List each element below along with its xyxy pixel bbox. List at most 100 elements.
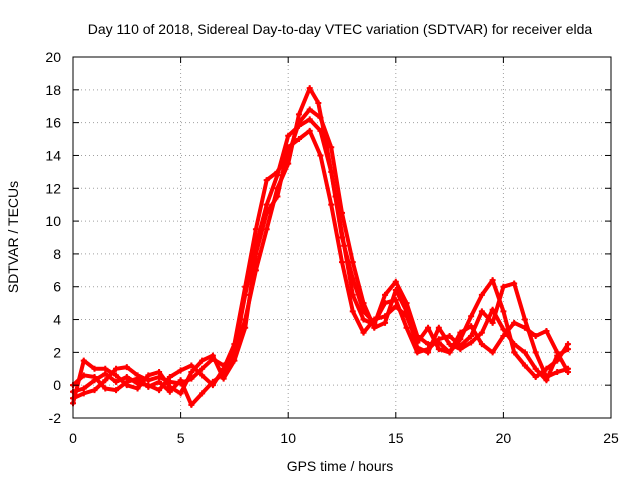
data-point — [145, 372, 152, 379]
data-point — [188, 362, 195, 369]
data-point — [166, 373, 173, 380]
data-point — [102, 377, 109, 384]
data-point — [242, 283, 249, 290]
x-tick-label: 15 — [388, 430, 404, 446]
data-point — [468, 339, 475, 346]
chart-title: Day 110 of 2018, Sidereal Day-to-day VTE… — [88, 21, 593, 37]
x-axis-label: GPS time / hours — [287, 458, 394, 474]
data-point — [468, 313, 475, 320]
data-point — [489, 319, 496, 326]
data-point — [382, 319, 389, 326]
data-point — [263, 177, 270, 184]
data-point — [328, 144, 335, 151]
data-point — [425, 324, 432, 331]
data-point — [317, 114, 324, 121]
data-point — [435, 324, 442, 331]
data-point — [231, 357, 238, 364]
data-point — [554, 369, 561, 376]
data-point — [113, 365, 120, 372]
data-point — [80, 357, 87, 364]
plot-frame — [72, 56, 612, 419]
y-tick-label: 0 — [53, 377, 61, 393]
y-tick-label: 18 — [45, 82, 61, 98]
data-point — [500, 326, 507, 333]
y-tick-label: 20 — [45, 49, 61, 65]
data-series — [70, 85, 571, 408]
x-tick-label: 0 — [69, 430, 77, 446]
data-point — [285, 132, 292, 139]
data-point — [263, 209, 270, 216]
data-point — [231, 341, 238, 348]
data-point — [274, 193, 281, 200]
data-point — [532, 373, 539, 380]
data-point — [360, 329, 367, 336]
data-point — [500, 283, 507, 290]
data-point — [306, 85, 313, 92]
x-tick-label: 25 — [603, 430, 619, 446]
data-point — [521, 324, 528, 331]
data-point — [315, 99, 322, 106]
data-point — [500, 332, 507, 339]
data-point — [306, 116, 313, 123]
data-point — [317, 127, 324, 134]
data-point — [188, 369, 195, 376]
data-point — [123, 364, 130, 371]
data-point — [521, 362, 528, 369]
data-point — [306, 106, 313, 113]
data-point — [532, 332, 539, 339]
data-point — [199, 390, 206, 397]
data-point — [382, 300, 389, 307]
data-point — [371, 324, 378, 331]
data-point — [113, 378, 120, 385]
data-point — [521, 316, 528, 323]
data-point — [339, 234, 345, 241]
data-point — [274, 168, 281, 175]
data-point — [220, 375, 227, 382]
data-point — [199, 365, 206, 372]
data-point — [392, 303, 399, 310]
data-point — [349, 308, 356, 315]
data-point — [91, 365, 98, 372]
axis-ticks: 0 5 10 15 20 25 -2 0 2 4 6 8 10 12 14 16 18 20 — [45, 49, 619, 446]
data-point — [339, 209, 345, 216]
data-point — [403, 324, 410, 331]
data-point — [511, 280, 518, 287]
data-point — [242, 324, 249, 331]
data-point — [113, 387, 120, 394]
data-point — [478, 329, 485, 336]
data-point — [446, 332, 453, 339]
data-point — [252, 250, 259, 257]
data-point — [306, 127, 313, 134]
data-point — [511, 341, 518, 348]
data-point — [328, 201, 335, 208]
data-point — [123, 373, 130, 380]
data-point — [564, 346, 571, 353]
y-tick-label: 14 — [45, 147, 61, 163]
series-track-4 — [70, 106, 571, 395]
data-point — [156, 369, 163, 376]
data-point — [177, 390, 184, 397]
data-point — [80, 385, 87, 392]
y-tick-label: 10 — [45, 213, 61, 229]
data-point — [446, 341, 453, 348]
data-point — [134, 380, 141, 387]
data-point — [403, 308, 410, 315]
data-point — [360, 300, 367, 307]
data-point — [123, 382, 130, 389]
data-point — [263, 226, 270, 233]
x-tick-label: 20 — [496, 430, 512, 446]
data-point — [468, 323, 475, 330]
data-point — [295, 119, 302, 126]
data-point — [478, 341, 485, 348]
data-point — [199, 357, 206, 364]
data-point — [425, 349, 432, 356]
data-point — [188, 401, 195, 408]
series-track-3 — [70, 127, 571, 407]
data-point — [145, 382, 152, 389]
data-point — [468, 332, 475, 339]
data-point — [521, 349, 528, 356]
data-point — [382, 291, 389, 298]
data-point — [295, 111, 302, 118]
